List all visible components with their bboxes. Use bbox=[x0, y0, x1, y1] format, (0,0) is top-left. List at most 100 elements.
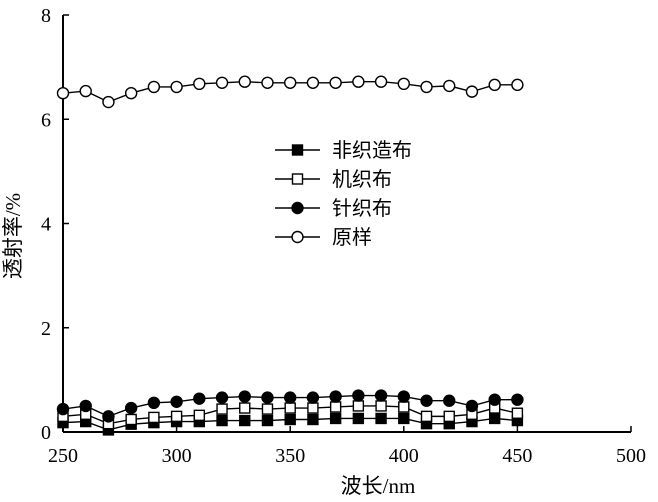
data-point bbox=[215, 391, 229, 404]
legend-label: 针织布 bbox=[332, 197, 392, 220]
data-point bbox=[102, 95, 115, 109]
x-tick-label: 400 bbox=[389, 445, 419, 467]
data-point bbox=[102, 410, 115, 423]
legend-entry: 针织布 bbox=[275, 197, 392, 220]
data-point bbox=[56, 402, 70, 416]
legend-entry: 机织布 bbox=[275, 168, 392, 191]
data-point bbox=[420, 80, 433, 94]
legend-entry: 非织造布 bbox=[275, 139, 412, 162]
data-point bbox=[420, 394, 433, 407]
data-point bbox=[56, 86, 70, 100]
axes-frame bbox=[62, 15, 631, 433]
x-tick-label: 250 bbox=[48, 445, 78, 467]
data-point bbox=[124, 86, 138, 100]
data-point bbox=[284, 391, 297, 404]
data-point bbox=[375, 412, 387, 425]
data-point bbox=[216, 403, 228, 415]
data-point bbox=[443, 410, 455, 423]
data-point bbox=[511, 78, 524, 92]
data-point bbox=[239, 414, 251, 427]
data-point bbox=[170, 80, 183, 94]
y-tick-label: 0 bbox=[41, 422, 51, 444]
data-point bbox=[352, 389, 365, 402]
data-point bbox=[488, 78, 501, 92]
data-point bbox=[79, 399, 92, 413]
data-point bbox=[79, 84, 92, 98]
data-point bbox=[125, 413, 137, 426]
data-point bbox=[307, 413, 319, 426]
data-point bbox=[238, 75, 251, 88]
series-group bbox=[56, 389, 524, 423]
data-point bbox=[215, 76, 229, 89]
data-point bbox=[488, 412, 501, 425]
series-group bbox=[56, 75, 524, 109]
data-point bbox=[193, 409, 206, 422]
data-point bbox=[216, 414, 228, 427]
data-point bbox=[329, 412, 342, 425]
data-point bbox=[465, 399, 479, 413]
data-point bbox=[284, 402, 296, 414]
data-point bbox=[352, 412, 365, 425]
x-tick-label: 450 bbox=[502, 445, 532, 467]
data-point bbox=[375, 400, 387, 412]
legend-label: 机织布 bbox=[332, 168, 392, 191]
legend-label: 非织造布 bbox=[332, 139, 412, 162]
data-point bbox=[398, 401, 410, 413]
legend-entry: 原样 bbox=[275, 226, 372, 249]
data-point bbox=[352, 400, 365, 412]
data-point bbox=[397, 77, 410, 91]
data-point bbox=[488, 393, 501, 406]
legend-label: 原样 bbox=[332, 226, 372, 249]
data-point bbox=[284, 76, 297, 89]
y-tick-label: 2 bbox=[41, 318, 51, 340]
legend-marker bbox=[291, 144, 304, 156]
x-tick-label: 350 bbox=[275, 445, 305, 467]
legend-marker bbox=[291, 201, 304, 215]
legend-marker bbox=[291, 173, 304, 185]
series-layer bbox=[56, 75, 524, 436]
x-axis-title: 波长/nm bbox=[341, 474, 416, 498]
data-point bbox=[147, 396, 161, 410]
data-point bbox=[261, 76, 274, 89]
x-tick-label: 300 bbox=[162, 445, 192, 467]
data-point bbox=[443, 79, 456, 93]
data-point bbox=[193, 392, 206, 405]
data-point bbox=[147, 80, 161, 94]
y-tick-label: 6 bbox=[41, 109, 51, 131]
data-point bbox=[443, 394, 456, 407]
data-point bbox=[239, 402, 251, 414]
data-point bbox=[148, 411, 160, 424]
data-point bbox=[374, 75, 388, 88]
data-point bbox=[261, 391, 274, 404]
data-point bbox=[307, 402, 319, 414]
data-point bbox=[511, 393, 524, 406]
data-point bbox=[420, 410, 433, 423]
y-axis-title: 透射率/% bbox=[1, 193, 25, 279]
data-point bbox=[306, 391, 320, 404]
data-point bbox=[374, 389, 388, 402]
data-point bbox=[284, 413, 296, 426]
data-point bbox=[465, 85, 479, 98]
legend-marker bbox=[291, 230, 304, 244]
data-point bbox=[329, 76, 342, 89]
data-point bbox=[261, 414, 274, 427]
data-point bbox=[261, 403, 274, 415]
y-tick-label: 8 bbox=[41, 5, 51, 27]
data-point bbox=[329, 401, 342, 413]
data-point bbox=[124, 401, 138, 415]
series-group bbox=[57, 400, 524, 430]
data-point bbox=[306, 76, 320, 89]
data-point bbox=[398, 412, 410, 425]
data-point bbox=[397, 390, 410, 403]
data-point bbox=[511, 407, 524, 419]
data-point bbox=[352, 75, 365, 88]
data-point bbox=[238, 390, 251, 403]
x-tick-label: 500 bbox=[616, 445, 646, 467]
data-point bbox=[170, 410, 183, 423]
data-point bbox=[329, 390, 342, 403]
data-point bbox=[193, 77, 206, 91]
data-point bbox=[170, 395, 183, 408]
axis-ticks: 250 300 350 400 450 500 0 2 4 6 8 bbox=[41, 5, 646, 467]
